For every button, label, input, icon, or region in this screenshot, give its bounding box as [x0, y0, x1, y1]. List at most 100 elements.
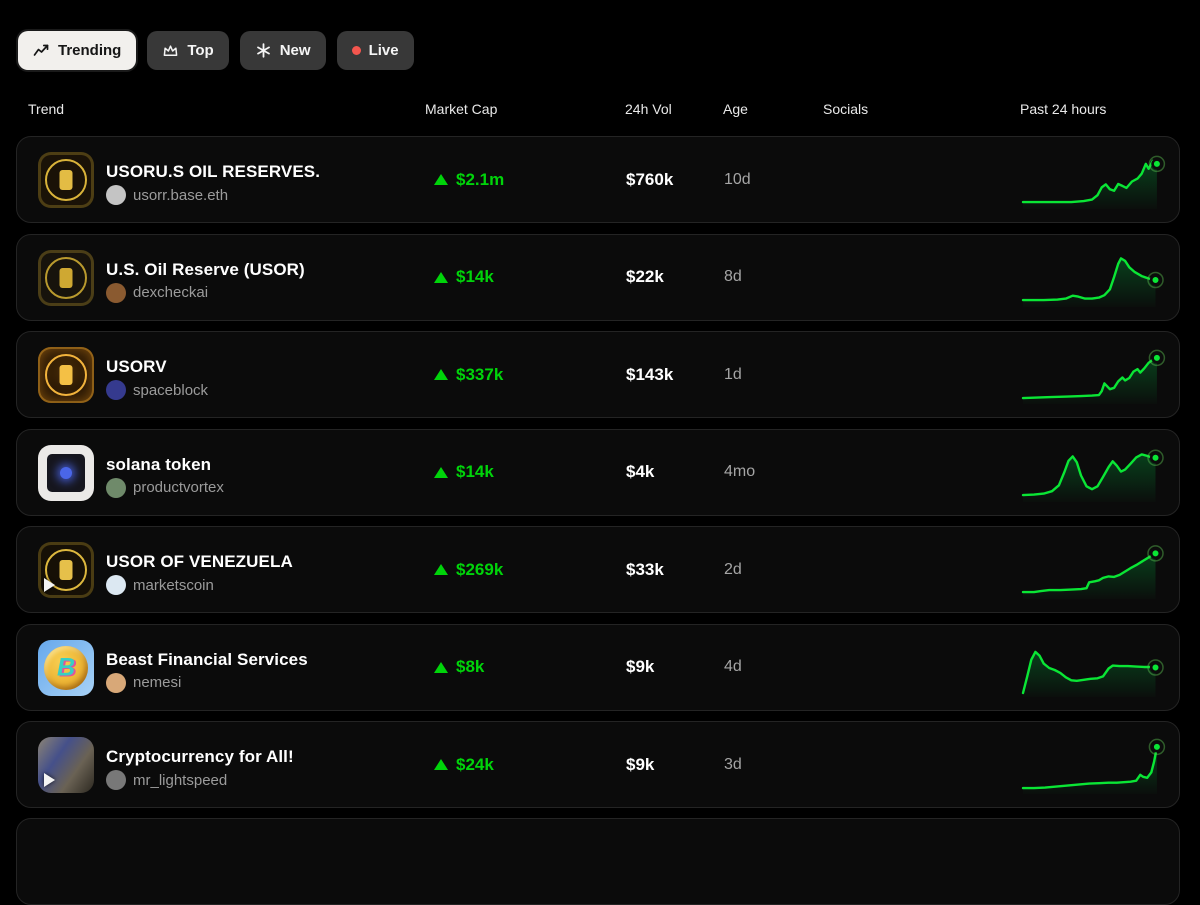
table-row[interactable]: USOR OF VENEZUELA marketscoin $269k $33k… — [16, 526, 1180, 613]
socials-cell — [824, 625, 974, 710]
token-creator[interactable]: productvortex — [106, 477, 224, 498]
market-cap-cell: $269k — [434, 527, 503, 612]
up-triangle-icon — [434, 174, 448, 185]
vol-24h-cell: $4k — [626, 462, 655, 481]
up-triangle-icon — [434, 466, 448, 478]
token-avatar-core — [59, 267, 73, 288]
tab-new[interactable]: New — [239, 31, 326, 70]
token-table-body: USORU.S OIL RESERVES. usorr.base.eth $2.… — [16, 136, 1180, 808]
table-row[interactable]: USORV spaceblock $337k $143k 1d — [16, 331, 1180, 418]
creator-handle: nemesi — [133, 674, 182, 691]
creator-handle: dexcheckai — [133, 284, 209, 301]
token-creator[interactable]: mr_lightspeed — [106, 770, 227, 790]
sparkline-chart — [1021, 246, 1171, 311]
table-row-partial[interactable] — [16, 818, 1180, 905]
sparkline-chart — [1021, 441, 1171, 506]
vol-24h-cell: $760k — [626, 169, 674, 189]
market-cap-value: $269k — [456, 559, 504, 579]
token-avatar-emblem — [45, 354, 87, 396]
tab-top[interactable]: Top — [147, 31, 229, 70]
live-dot-icon — [351, 46, 361, 55]
token-avatar-core — [59, 560, 73, 580]
token-name: USORV — [106, 357, 167, 376]
token-creator[interactable]: marketscoin — [106, 575, 214, 595]
sparkline-chart — [1021, 733, 1171, 798]
token-creator[interactable]: usorr.base.eth — [106, 185, 228, 205]
sparkline-chart — [1021, 636, 1171, 701]
age-cell: 3d — [724, 755, 742, 773]
table-row[interactable]: U.S. Oil Reserve (USOR) dexcheckai $14k … — [16, 233, 1180, 321]
column-header-socials: Socials — [823, 101, 869, 117]
market-cap-value: $2.1m — [456, 169, 505, 189]
token-name: solana token — [106, 454, 212, 474]
vol-24h-cell: $33k — [626, 559, 664, 579]
token-avatar — [38, 249, 94, 306]
token-avatar-emblem — [44, 645, 88, 690]
token-creator[interactable]: spaceblock — [106, 380, 208, 400]
token-avatar — [38, 347, 94, 403]
market-cap-value: $14k — [456, 462, 494, 481]
creator-avatar — [106, 575, 126, 595]
socials-cell — [824, 722, 974, 807]
creator-handle: mr_lightspeed — [133, 771, 228, 789]
token-creator[interactable]: nemesi — [106, 672, 182, 693]
token-avatar-core: B — [56, 653, 76, 681]
token-name: Beast Financial Services — [106, 649, 308, 669]
socials-cell — [824, 235, 974, 320]
token-avatar-core — [59, 365, 73, 385]
token-avatar — [38, 152, 94, 208]
table-row[interactable]: B Beast Financial Services nemesi $8k $9… — [16, 623, 1180, 711]
creator-handle: productvortex — [133, 479, 224, 496]
socials-cell — [824, 137, 974, 222]
up-triangle-icon — [434, 369, 448, 380]
token-name: USORU.S OIL RESERVES. — [106, 162, 321, 181]
up-triangle-icon — [434, 564, 448, 575]
token-creator[interactable]: dexcheckai — [106, 282, 209, 303]
table-row[interactable]: Cryptocurrency for All! mr_lightspeed $2… — [16, 721, 1180, 808]
trending-chart-icon — [33, 42, 50, 59]
crown-icon — [162, 42, 179, 59]
token-avatar — [38, 444, 94, 501]
asterisk-icon — [255, 42, 272, 59]
token-avatar-emblem — [45, 549, 87, 591]
token-avatar-core — [60, 466, 72, 479]
up-triangle-icon — [434, 661, 448, 673]
market-cap-cell: $2.1m — [434, 137, 504, 222]
token-avatar-emblem — [45, 159, 87, 201]
tab-live[interactable]: Live — [336, 31, 414, 70]
age-cell: 10d — [724, 170, 751, 188]
play-icon — [44, 578, 55, 592]
vol-24h-cell: $22k — [626, 267, 664, 286]
market-cap-cell: $24k — [434, 722, 494, 807]
age-cell: 1d — [724, 365, 742, 383]
sparkline-chart — [1021, 538, 1171, 603]
age-cell: 4d — [724, 658, 742, 675]
market-cap-value: $337k — [456, 364, 504, 384]
column-header-age: Age — [723, 101, 748, 117]
socials-cell — [824, 430, 974, 515]
tab-trending[interactable]: Trending — [18, 31, 137, 70]
token-avatar-emblem — [45, 256, 87, 299]
column-header-market-cap: Market Cap — [425, 101, 498, 117]
creator-avatar — [106, 282, 126, 303]
table-row[interactable]: solana token productvortex $14k $4k 4mo — [16, 428, 1180, 516]
table-row[interactable]: USORU.S OIL RESERVES. usorr.base.eth $2.… — [16, 136, 1180, 223]
up-triangle-icon — [434, 271, 448, 283]
age-cell: 4mo — [724, 463, 756, 480]
tab-label: Trending — [58, 42, 122, 59]
token-avatar — [38, 542, 94, 598]
token-avatar — [38, 737, 94, 793]
token-name: USOR OF VENEZUELA — [106, 552, 293, 571]
token-avatar: B — [38, 639, 94, 696]
creator-avatar — [106, 477, 126, 498]
market-cap-cell: $8k — [434, 625, 484, 710]
market-cap-value: $14k — [456, 267, 494, 286]
vol-24h-cell: $9k — [626, 754, 655, 774]
token-avatar-core — [59, 170, 73, 190]
age-cell: 2d — [724, 560, 742, 578]
up-triangle-icon — [434, 759, 448, 770]
creator-avatar — [106, 672, 126, 693]
column-header-past-24-hours: Past 24 hours — [1020, 101, 1107, 117]
socials-cell — [824, 332, 974, 417]
column-header-24h-vol: 24h Vol — [625, 101, 672, 117]
